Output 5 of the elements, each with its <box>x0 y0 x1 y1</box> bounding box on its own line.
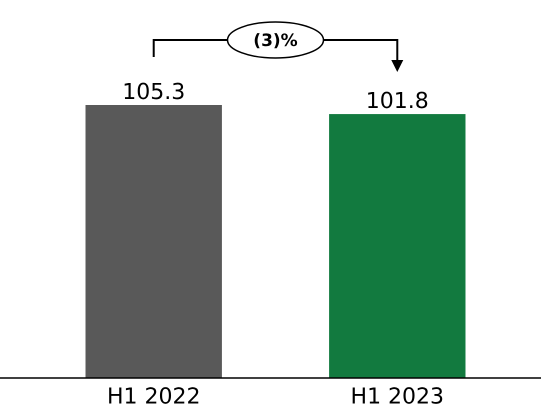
text: (3)% <box>253 31 298 51</box>
x-tick-label: H1 2022 <box>106 384 200 410</box>
data-label: 101.8 <box>366 89 429 114</box>
x-tick-label: H1 2023 <box>350 384 444 410</box>
data-label: 105.3 <box>122 80 186 105</box>
